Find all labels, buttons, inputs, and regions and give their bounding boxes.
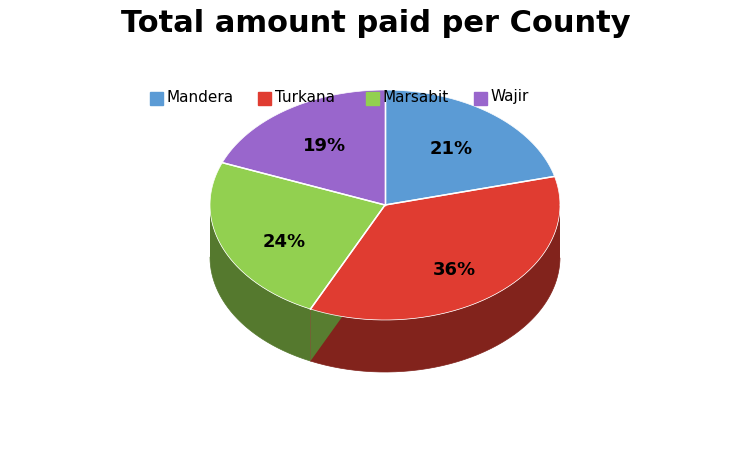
- Bar: [474, 92, 487, 105]
- Text: Total amount paid per County: Total amount paid per County: [121, 9, 631, 38]
- Polygon shape: [210, 205, 310, 361]
- Bar: [258, 92, 271, 105]
- Bar: [150, 92, 163, 105]
- Text: Wajir: Wajir: [491, 90, 529, 105]
- Polygon shape: [222, 90, 385, 205]
- Polygon shape: [310, 206, 560, 372]
- Bar: [366, 92, 379, 105]
- Text: Turkana: Turkana: [275, 90, 335, 105]
- Polygon shape: [310, 205, 385, 361]
- Text: 21%: 21%: [430, 140, 473, 158]
- Text: Marsabit: Marsabit: [383, 90, 450, 105]
- Text: 24%: 24%: [263, 233, 306, 251]
- Polygon shape: [210, 163, 385, 309]
- Polygon shape: [310, 176, 560, 320]
- Text: Mandera: Mandera: [167, 90, 234, 105]
- Text: 36%: 36%: [432, 261, 476, 280]
- Polygon shape: [385, 90, 554, 205]
- Text: 19%: 19%: [303, 137, 346, 155]
- Polygon shape: [310, 205, 385, 361]
